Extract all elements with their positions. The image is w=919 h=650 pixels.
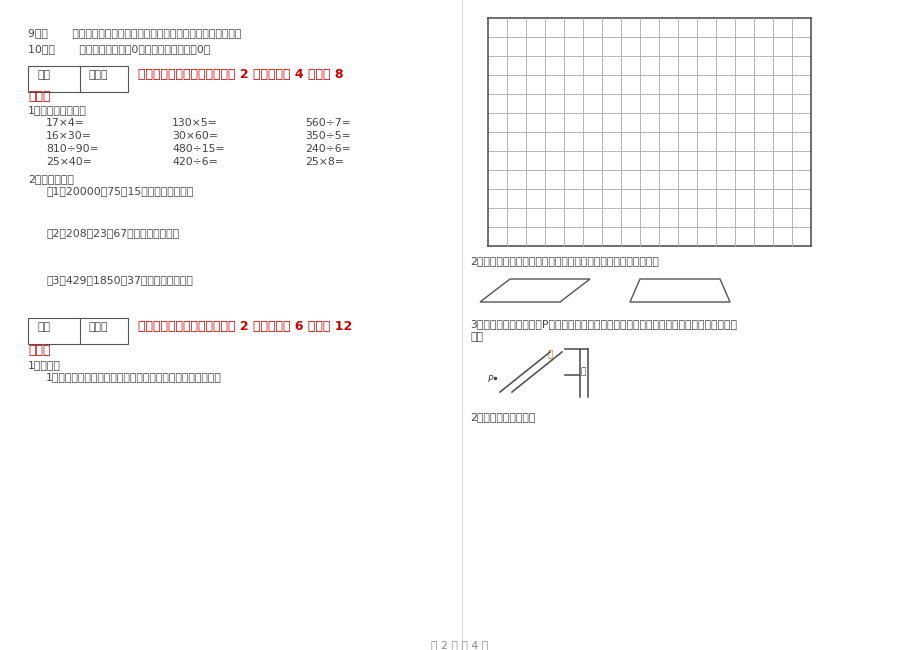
Text: 25×8=: 25×8= <box>305 157 344 167</box>
Text: 得分: 得分 <box>37 70 50 80</box>
Text: 2、画一画，填一填。: 2、画一画，填一填。 <box>470 412 535 422</box>
Text: 3、河岸上有一个喷水口P，从小河中接一根水管到喷水口，怎样接最省材料？（在图中画出: 3、河岸上有一个喷水口P，从小河中接一根水管到喷水口，怎样接最省材料？（在图中画… <box>470 319 736 329</box>
Text: 1、作图。: 1、作图。 <box>28 360 61 370</box>
Text: 17×4=: 17×4= <box>46 118 85 128</box>
Text: 30×60=: 30×60= <box>172 131 218 141</box>
Text: 16×30=: 16×30= <box>46 131 92 141</box>
Text: 喷: 喷 <box>581 367 585 376</box>
Text: 560÷7=: 560÷7= <box>305 118 350 128</box>
Text: 五、认真思考，综合能力（共 2 小题，每题 6 分，共 12: 五、认真思考，综合能力（共 2 小题，每题 6 分，共 12 <box>138 320 352 333</box>
Text: 480÷15=: 480÷15= <box>172 144 224 154</box>
Text: 得分: 得分 <box>37 322 50 332</box>
Text: 四、看清题目，细心计算（共 2 小题，每题 4 分，共 8: 四、看清题目，细心计算（共 2 小题，每题 4 分，共 8 <box>138 68 343 81</box>
Text: 420÷6=: 420÷6= <box>172 157 218 167</box>
Text: 25×40=: 25×40= <box>46 157 92 167</box>
Text: 分）。: 分）。 <box>28 90 51 103</box>
Text: 130×5=: 130×5= <box>172 118 218 128</box>
Text: P: P <box>487 375 493 384</box>
Bar <box>28 318 128 344</box>
Text: 810÷90=: 810÷90= <box>46 144 98 154</box>
Text: 来）: 来） <box>470 332 482 342</box>
Text: 第 2 页 共 4 页: 第 2 页 共 4 页 <box>431 640 488 650</box>
Text: 1、直接写出得数。: 1、直接写出得数。 <box>28 105 86 115</box>
Text: 350÷5=: 350÷5= <box>305 131 350 141</box>
Text: 2、列式计算。: 2、列式计算。 <box>28 174 74 184</box>
Text: 评卷人: 评卷人 <box>88 70 108 80</box>
Text: （2）208乘23与67的和，积是多少？: （2）208乘23与67的和，积是多少？ <box>46 228 179 238</box>
Text: （3）429加1850与37的商，和是多少？: （3）429加1850与37的商，和是多少？ <box>46 275 193 285</box>
Text: 10、（       ）被除数的末尾有0，商的末尾也一定有0。: 10、（ ）被除数的末尾有0，商的末尾也一定有0。 <box>28 44 210 54</box>
Text: 分）。: 分）。 <box>28 344 51 357</box>
Text: 240÷6=: 240÷6= <box>305 144 350 154</box>
Bar <box>28 66 128 92</box>
Text: 1、在下面的方格纸中分别画一个等腰梯形和一个直角梯形。: 1、在下面的方格纸中分别画一个等腰梯形和一个直角梯形。 <box>46 372 221 382</box>
Text: （1）20000减75乘15的积，差是多少？: （1）20000减75乘15的积，差是多少？ <box>46 186 193 196</box>
Text: 2、在下图中，各画一条线段，把它分成一个三角形和一个梯形。: 2、在下图中，各画一条线段，把它分成一个三角形和一个梯形。 <box>470 256 658 266</box>
Text: 小: 小 <box>548 350 552 359</box>
Text: 9、（       ）计量水、油、饮料等液体的多少，通常只用毫升作单位。: 9、（ ）计量水、油、饮料等液体的多少，通常只用毫升作单位。 <box>28 28 241 38</box>
Text: 评卷人: 评卷人 <box>88 322 108 332</box>
